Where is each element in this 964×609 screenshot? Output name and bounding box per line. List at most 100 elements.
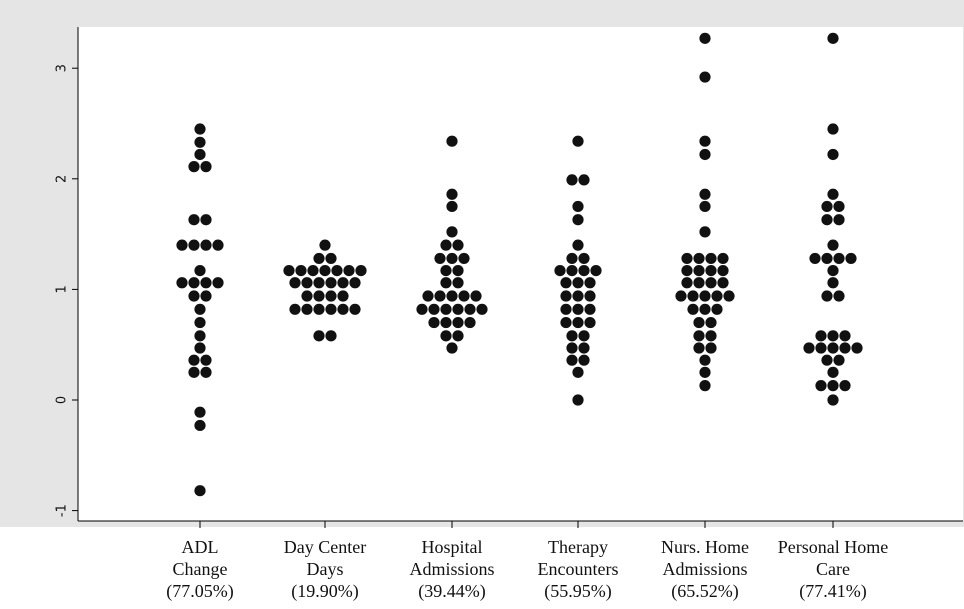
data-points: [176, 32, 863, 497]
data-point: [717, 264, 729, 277]
data-point: [699, 135, 711, 147]
data-point: [827, 148, 839, 161]
data-point: [337, 290, 349, 302]
data-point: [578, 174, 590, 186]
category-label: Hospital Admissions (39.44%): [377, 536, 527, 602]
data-point: [212, 277, 224, 289]
category-label-line: Days: [306, 559, 344, 579]
data-point: [827, 342, 839, 354]
data-point: [572, 239, 584, 251]
data-point: [325, 252, 337, 265]
data-point: [440, 330, 452, 342]
data-point: [699, 354, 711, 366]
data-point: [325, 330, 337, 342]
data-point: [699, 148, 711, 161]
data-point: [464, 316, 476, 329]
data-point: [464, 303, 476, 315]
data-point: [446, 226, 458, 238]
data-point: [313, 330, 325, 342]
data-point: [699, 188, 711, 200]
data-point: [194, 419, 206, 432]
data-point: [560, 277, 572, 289]
data-point: [319, 239, 331, 251]
data-point: [452, 277, 464, 289]
data-point: [578, 354, 590, 366]
data-point: [188, 366, 200, 378]
data-point: [422, 290, 434, 302]
data-point: [200, 277, 212, 289]
data-point: [200, 290, 212, 302]
data-point: [440, 239, 452, 251]
data-point: [194, 485, 206, 497]
data-point: [283, 264, 295, 277]
data-point: [833, 354, 845, 366]
data-point: [711, 290, 723, 302]
data-point: [851, 342, 863, 354]
data-point: [188, 239, 200, 251]
data-point: [833, 214, 845, 226]
data-point: [194, 123, 206, 135]
data-point: [833, 290, 845, 302]
data-point: [428, 303, 440, 315]
data-point: [325, 303, 337, 315]
data-point: [188, 214, 200, 226]
data-point: [560, 303, 572, 315]
data-point: [188, 161, 200, 173]
data-point: [325, 290, 337, 302]
data-point: [705, 330, 717, 342]
data-point: [458, 290, 470, 302]
category-label-line: Care: [816, 559, 850, 579]
y-tick-label: 1: [55, 285, 70, 293]
data-point: [313, 252, 325, 265]
data-point: [434, 252, 446, 265]
data-point: [566, 174, 578, 186]
data-point: [194, 303, 206, 315]
data-point: [821, 252, 833, 265]
data-point: [176, 277, 188, 289]
data-point: [566, 264, 578, 277]
data-point: [681, 277, 693, 289]
data-point: [699, 200, 711, 213]
data-point: [188, 354, 200, 366]
data-point: [705, 316, 717, 329]
data-point: [194, 330, 206, 342]
data-point: [821, 200, 833, 213]
data-point: [578, 252, 590, 265]
plot-area: [78, 27, 963, 521]
data-point: [572, 394, 584, 406]
data-point: [434, 290, 446, 302]
data-point: [566, 330, 578, 342]
data-point: [343, 264, 355, 277]
data-point: [693, 264, 705, 277]
data-point: [452, 264, 464, 277]
data-point: [325, 277, 337, 289]
data-point: [446, 200, 458, 213]
y-axis-ticks: -1 0 1 2 3: [55, 64, 78, 517]
data-point: [572, 366, 584, 378]
data-point: [440, 303, 452, 315]
data-point: [313, 303, 325, 315]
data-point: [815, 330, 827, 342]
data-point: [681, 252, 693, 265]
data-point: [693, 277, 705, 289]
data-point: [301, 290, 313, 302]
category-label-line: (77.05%): [166, 581, 234, 601]
data-point: [584, 290, 596, 302]
category-label-line: Encounters: [537, 559, 619, 579]
data-point: [188, 290, 200, 302]
data-point: [337, 303, 349, 315]
data-point: [554, 264, 566, 277]
data-point: [827, 264, 839, 277]
data-point: [301, 303, 313, 315]
data-point: [301, 277, 313, 289]
category-label: Nurs. Home Admissions (65.52%): [630, 536, 780, 602]
y-tick-label: 3: [55, 64, 70, 72]
category-label-line: Admissions: [409, 559, 495, 579]
data-point: [693, 330, 705, 342]
data-point: [578, 264, 590, 277]
data-point: [470, 290, 482, 302]
data-point: [337, 277, 349, 289]
data-point: [446, 342, 458, 354]
data-point: [839, 342, 851, 354]
